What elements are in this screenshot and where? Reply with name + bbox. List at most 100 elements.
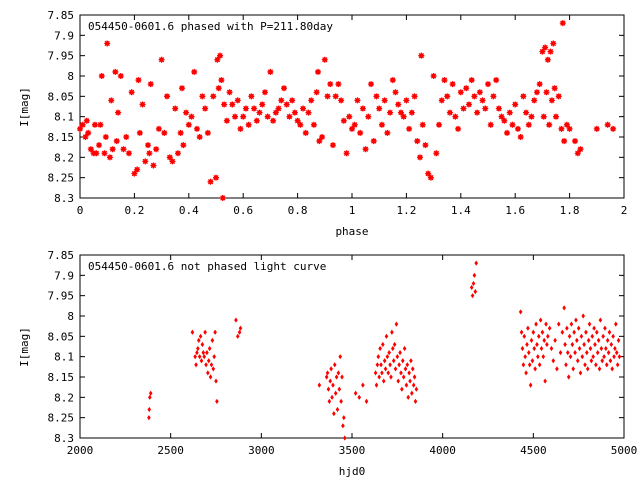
data-point: [379, 362, 383, 368]
data-point-star: [536, 81, 543, 88]
data-point-star: [83, 117, 90, 124]
data-point: [571, 366, 576, 372]
data-point-star: [574, 150, 581, 157]
data-point-star: [237, 125, 244, 132]
data-point-star: [302, 129, 309, 136]
data-point-star: [525, 121, 532, 128]
data-point: [541, 354, 546, 360]
data-point: [148, 394, 152, 400]
data-point: [235, 333, 240, 339]
data-point-star: [97, 121, 104, 128]
data-point: [540, 329, 545, 335]
data-point: [520, 345, 525, 352]
data-point-star: [316, 138, 323, 145]
data-point: [534, 321, 538, 327]
data-point: [234, 317, 238, 323]
data-point: [329, 366, 333, 372]
y-tick-label: 8.25: [48, 172, 75, 185]
data-point-star: [294, 117, 301, 124]
data-point: [617, 354, 622, 360]
data-point: [569, 321, 574, 327]
data-point: [551, 358, 556, 364]
data-point-star: [343, 150, 350, 157]
data-point: [603, 325, 607, 331]
data-point: [211, 366, 216, 372]
data-point: [341, 423, 345, 429]
data-point-star: [577, 146, 584, 153]
x-tick-label: 3500: [339, 444, 366, 457]
data-point-star: [204, 129, 211, 136]
data-point: [574, 317, 578, 323]
data-point: [588, 345, 593, 352]
data-point: [331, 382, 335, 388]
data-point-star: [558, 125, 565, 132]
data-point: [563, 341, 567, 348]
x-tick-label: 1.6: [505, 204, 525, 217]
data-point-star: [115, 109, 122, 116]
data-point-star: [482, 105, 489, 112]
data-point-star: [185, 121, 192, 128]
data-point-star: [422, 142, 429, 149]
data-point: [326, 386, 331, 392]
data-point-star: [275, 105, 282, 112]
data-point: [375, 362, 380, 368]
data-point-star: [161, 129, 168, 136]
data-point: [377, 374, 381, 380]
data-points: [77, 20, 617, 201]
data-point-star: [128, 89, 135, 96]
data-point-star: [362, 146, 369, 153]
data-point: [212, 354, 216, 360]
data-point: [338, 354, 343, 360]
data-point-star: [106, 154, 113, 161]
y-tick-label: 8.05: [48, 90, 75, 103]
data-point: [605, 337, 610, 343]
data-point: [549, 345, 554, 352]
data-point: [204, 362, 208, 368]
data-point: [412, 374, 417, 380]
data-point: [543, 378, 547, 384]
data-point-star: [104, 40, 111, 47]
data-point: [570, 341, 575, 348]
data-point-star: [446, 109, 453, 116]
x-tick-label: 1.2: [396, 204, 416, 217]
y-tick-label: 8.15: [48, 371, 75, 384]
data-point: [325, 370, 330, 376]
data-point-star: [417, 154, 423, 161]
data-point: [392, 341, 397, 348]
data-point: [568, 354, 573, 360]
data-point: [604, 362, 609, 368]
data-point-star: [444, 93, 451, 100]
data-point: [558, 350, 563, 356]
data-point: [410, 366, 415, 372]
data-point-star: [199, 93, 206, 100]
data-point-star: [117, 73, 124, 79]
data-point-star: [145, 142, 151, 149]
data-point: [400, 386, 404, 392]
data-point-star: [430, 73, 437, 79]
data-point: [413, 398, 418, 404]
data-point-star: [539, 48, 546, 55]
data-point-star: [512, 101, 519, 108]
data-point-star: [166, 154, 173, 161]
data-point-star: [593, 125, 600, 132]
data-point-star: [327, 81, 334, 88]
data-point-star: [202, 105, 209, 112]
data-point: [414, 386, 419, 392]
data-point-star: [550, 40, 557, 47]
y-tick-label: 8.25: [48, 412, 75, 425]
data-point-star: [270, 117, 277, 124]
data-point: [339, 398, 343, 404]
data-point: [573, 350, 577, 356]
data-point-star: [291, 109, 298, 116]
data-point-star: [419, 121, 426, 128]
data-point: [578, 370, 583, 376]
data-point-star: [134, 166, 141, 173]
data-point: [411, 382, 416, 388]
data-point-star: [572, 138, 579, 145]
data-point: [587, 321, 592, 327]
data-point-star: [365, 113, 372, 120]
data-point-star: [411, 93, 418, 100]
data-point: [405, 362, 410, 368]
data-point-star: [219, 195, 226, 201]
data-point: [194, 362, 198, 368]
